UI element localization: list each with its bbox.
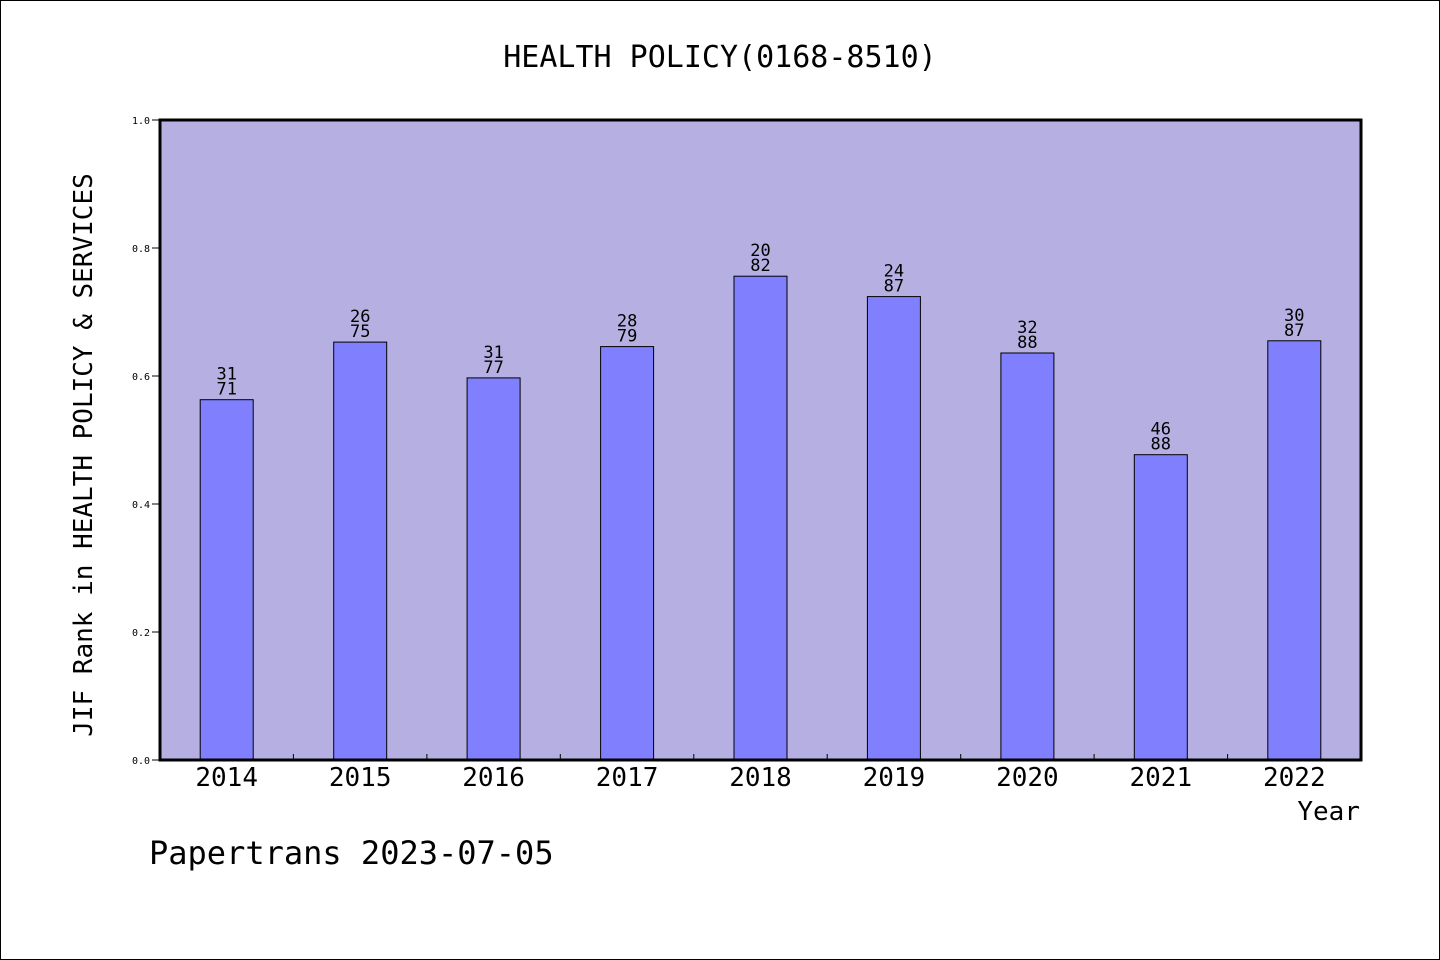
x-tick-label: 2022	[1263, 763, 1326, 793]
footer-caption: Papertrans 2023-07-05	[149, 834, 554, 872]
bar-2021	[1133, 454, 1188, 761]
bar-2015	[333, 341, 388, 761]
bar-2018	[733, 275, 788, 761]
y-axis: 0.0 0.2 0.4 0.6 0.8 1.0	[132, 116, 160, 767]
chart-title: HEALTH POLICY(0168-8510)	[503, 40, 936, 75]
bar-rank-label: 28	[617, 312, 637, 332]
x-tick-label: 2021	[1129, 763, 1192, 793]
x-tick-label: 2016	[462, 763, 525, 793]
x-tick-label: 2018	[729, 763, 792, 793]
bar-2016	[466, 377, 521, 761]
y-tick-label: 0.0	[132, 756, 150, 767]
bar-rank-label: 31	[216, 365, 236, 385]
bar-rank-label: 30	[1284, 306, 1304, 326]
bar-rank-label: 20	[750, 241, 770, 261]
x-tick-label: 2017	[596, 763, 659, 793]
bar-rank-label: 32	[1017, 318, 1037, 338]
x-tick-label: 2019	[863, 763, 926, 793]
y-tick-label: 0.4	[132, 500, 150, 511]
x-tick-label: 2014	[195, 763, 258, 793]
y-tick-label: 0.6	[132, 372, 150, 383]
x-axis-label: Year	[1297, 797, 1360, 827]
bar-total-label: 88	[1017, 333, 1037, 353]
y-tick-label: 0.2	[132, 628, 150, 639]
bar-rank-label: 26	[350, 307, 370, 327]
bar-2017	[600, 346, 655, 761]
bar-2022	[1267, 340, 1322, 761]
bar-total-label: 71	[216, 380, 236, 400]
bar-2014	[199, 399, 254, 761]
bar-total-label: 77	[483, 358, 503, 378]
bar-total-label: 75	[350, 322, 370, 342]
bar-total-label: 82	[750, 256, 770, 276]
y-tick-label: 1.0	[132, 116, 150, 127]
y-axis-label: JIF Rank in HEALTH POLICY & SERVICES	[69, 173, 99, 737]
bar-total-label: 88	[1151, 435, 1171, 455]
bar-rank-label: 46	[1151, 420, 1171, 440]
x-axis: 2014 2015 2016 2017 2018 2019 2020 2021 2022	[195, 754, 1326, 793]
bar-group	[199, 275, 1322, 761]
bar-rank-label: 31	[483, 343, 503, 363]
bar-rank-label: 24	[884, 262, 904, 282]
x-tick-label: 2020	[996, 763, 1059, 793]
bar-total-label: 87	[884, 277, 904, 297]
bar-2020	[1000, 352, 1055, 761]
bar-2019	[866, 296, 921, 761]
plot-border	[158, 118, 1363, 762]
bar-total-label: 79	[617, 327, 637, 347]
y-tick-label: 0.8	[132, 244, 150, 255]
bar-total-label: 87	[1284, 321, 1304, 341]
x-tick-label: 2015	[329, 763, 392, 793]
